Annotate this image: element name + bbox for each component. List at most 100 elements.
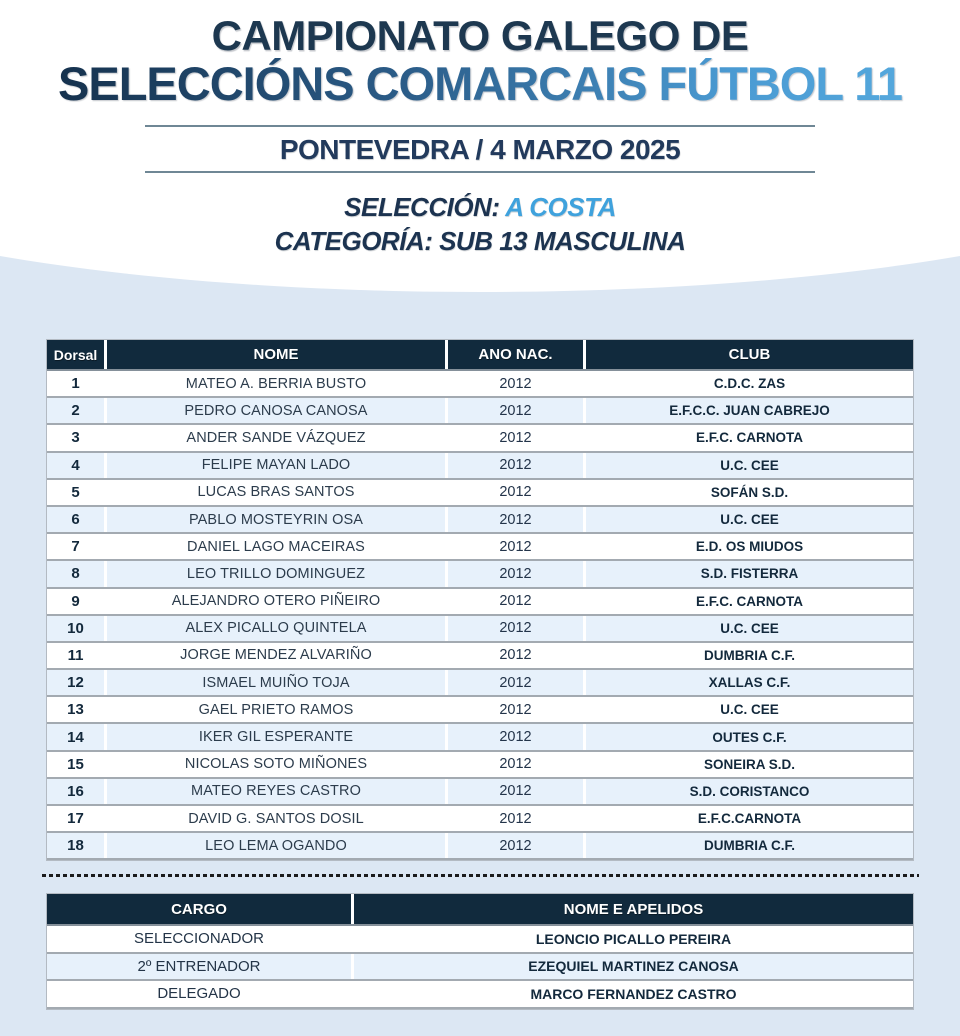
club-cell: SOFÁN S.D. (586, 479, 913, 505)
player-name-cell: ISMAEL MUIÑO TOJA (107, 670, 445, 696)
cargo-cell: SELECCIONADOR (47, 926, 351, 952)
roster-row: 7 DANIEL LAGO MACEIRAS 2012 E.D. OS MIUDOS (47, 534, 913, 562)
birth-year-cell: 2012 (448, 506, 583, 533)
player-name-cell: DAVID G. SANTOS DOSIL (107, 806, 445, 832)
player-name-cell: ANDER SANDE VÁZQUEZ (107, 425, 445, 451)
divider-line-top (145, 125, 815, 127)
roster-row: 16 MATEO REYES CASTRO 2012 S.D. CORISTANCO (47, 778, 913, 806)
roster-row: 14 IKER GIL ESPERANTE 2012 OUTES C.F. (47, 724, 913, 752)
roster-row: 10 ALEX PICALLO QUINTELA 2012 U.C. CEE (47, 615, 913, 643)
dorsal-cell: 8 (47, 561, 104, 587)
roster-table-header: Dorsal NOME ANO NAC. CLUB (47, 340, 913, 371)
roster-header-nome: NOME (107, 340, 445, 369)
staff-row: SELECCIONADOR LEONCIO PICALLO PEREIRA (47, 926, 913, 954)
club-cell: E.F.C. CARNOTA (586, 588, 913, 614)
club-cell: U.C. CEE (586, 506, 913, 533)
birth-year-cell: 2012 (448, 615, 583, 641)
divider-line-bottom (145, 171, 815, 173)
club-cell: SONEIRA S.D. (586, 751, 913, 777)
dorsal-cell: 15 (47, 751, 104, 777)
club-cell: E.D. OS MIUDOS (586, 534, 913, 560)
dorsal-cell: 18 (47, 833, 104, 859)
roster-row: 12 ISMAEL MUIÑO TOJA 2012 XALLAS C.F. (47, 670, 913, 698)
dorsal-cell: 9 (47, 588, 104, 614)
club-cell: OUTES C.F. (586, 724, 913, 750)
club-cell: U.C. CEE (586, 615, 913, 641)
event-location-date: PONTEVEDRA / 4 MARZO 2025 (279, 134, 681, 165)
staff-header-cargo: CARGO (47, 894, 351, 924)
dorsal-cell: 17 (47, 806, 104, 832)
roster-row: 11 JORGE MENDEZ ALVARIÑO 2012 DUMBRIA C.F. (47, 642, 913, 671)
birth-year-cell: 2012 (448, 371, 583, 397)
dotted-separator (42, 874, 919, 877)
birth-year-cell: 2012 (448, 778, 583, 804)
category-value: SUB 13 MASCULINA (439, 226, 686, 256)
club-cell: XALLAS C.F. (586, 670, 913, 696)
player-name-cell: LUCAS BRAS SANTOS (107, 479, 445, 505)
club-cell: E.F.C.CARNOTA (586, 806, 913, 832)
roster-row: 13 GAEL PRIETO RAMOS 2012 U.C. CEE (47, 697, 913, 725)
dorsal-cell: 13 (47, 697, 104, 723)
dorsal-cell: 16 (47, 778, 104, 804)
roster-row: 8 LEO TRILLO DOMINGUEZ 2012 S.D. FISTERRA (47, 561, 913, 589)
dorsal-cell: 3 (47, 425, 104, 451)
birth-year-cell: 2012 (448, 479, 583, 505)
dorsal-cell: 6 (47, 506, 104, 533)
dorsal-cell: 11 (47, 642, 104, 669)
club-cell: U.C. CEE (586, 697, 913, 723)
birth-year-cell: 2012 (448, 425, 583, 451)
roster-row: 2 PEDRO CANOSA CANOSA 2012 E.F.C.C. JUAN CA… (47, 398, 913, 426)
birth-year-cell: 2012 (448, 588, 583, 614)
birth-year-cell: 2012 (448, 697, 583, 723)
dorsal-cell: 1 (47, 371, 104, 397)
club-cell: S.D. CORISTANCO (586, 778, 913, 804)
cargo-cell: 2º ENTRENADOR (47, 953, 351, 979)
club-cell: E.F.C. CARNOTA (586, 425, 913, 451)
dorsal-cell: 12 (47, 670, 104, 696)
roster-header-dorsal: Dorsal (47, 340, 104, 369)
dorsal-cell: 10 (47, 615, 104, 641)
club-cell: S.D. FISTERRA (586, 561, 913, 587)
player-name-cell: LEO TRILLO DOMINGUEZ (107, 561, 445, 587)
birth-year-cell: 2012 (448, 561, 583, 587)
birth-year-cell: 2012 (448, 398, 583, 424)
roster-header-club: CLUB (586, 340, 913, 369)
dorsal-cell: 14 (47, 724, 104, 750)
birth-year-cell: 2012 (448, 833, 583, 859)
birth-year-cell: 2012 (448, 670, 583, 696)
staff-name-cell: EZEQUIEL MARTINEZ CANOSA (354, 953, 913, 979)
selection-line: SELECCIÓN: A COSTA (0, 192, 960, 223)
staff-table: CARGO NOME E APELIDOS SELECCIONADOR LEONC… (47, 894, 913, 1009)
dorsal-cell: 7 (47, 534, 104, 560)
birth-year-cell: 2012 (448, 751, 583, 777)
page-title-line2: SELECCIÓNS COMARCAIS FÚTBOL 11 (0, 56, 960, 111)
player-name-cell: NICOLAS SOTO MIÑONES (107, 751, 445, 777)
roster-row: 5 LUCAS BRAS SANTOS 2012 SOFÁN S.D. (47, 479, 913, 507)
player-name-cell: JORGE MENDEZ ALVARIÑO (107, 642, 445, 669)
cargo-cell: DELEGADO (47, 981, 351, 1007)
roster-row: 1 MATEO A. BERRIA BUSTO 2012 C.D.C. ZAS (47, 371, 913, 399)
roster-header-ano: ANO NAC. (448, 340, 583, 369)
dorsal-cell: 2 (47, 398, 104, 424)
staff-row: DELEGADO MARCO FERNANDEZ CASTRO (47, 981, 913, 1009)
birth-year-cell: 2012 (448, 806, 583, 832)
roster-table: Dorsal NOME ANO NAC. CLUB 1 MATEO A. BERR… (47, 340, 913, 861)
player-name-cell: ALEX PICALLO QUINTELA (107, 615, 445, 641)
roster-row: 3 ANDER SANDE VÁZQUEZ 2012 E.F.C. CARNOTA (47, 425, 913, 453)
dorsal-cell: 5 (47, 479, 104, 505)
roster-row: 15 NICOLAS SOTO MIÑONES 2012 SONEIRA S.D. (47, 751, 913, 779)
roster-row: 4 FELIPE MAYAN LADO 2012 U.C. CEE (47, 452, 913, 480)
club-cell: U.C. CEE (586, 452, 913, 478)
birth-year-cell: 2012 (448, 452, 583, 478)
birth-year-cell: 2012 (448, 642, 583, 669)
player-name-cell: GAEL PRIETO RAMOS (107, 697, 445, 723)
roster-table-body: 1 MATEO A. BERRIA BUSTO 2012 C.D.C. ZAS 2 PED… (47, 371, 913, 861)
club-cell: DUMBRIA C.F. (586, 642, 913, 669)
roster-row: 6 PABLO MOSTEYRIN OSA 2012 U.C. CEE (47, 506, 913, 535)
category-line: CATEGORÍA: SUB 13 MASCULINA (0, 226, 960, 257)
selection-value: A COSTA (505, 192, 616, 222)
player-name-cell: MATEO A. BERRIA BUSTO (107, 371, 445, 397)
player-name-cell: IKER GIL ESPERANTE (107, 724, 445, 750)
birth-year-cell: 2012 (448, 534, 583, 560)
